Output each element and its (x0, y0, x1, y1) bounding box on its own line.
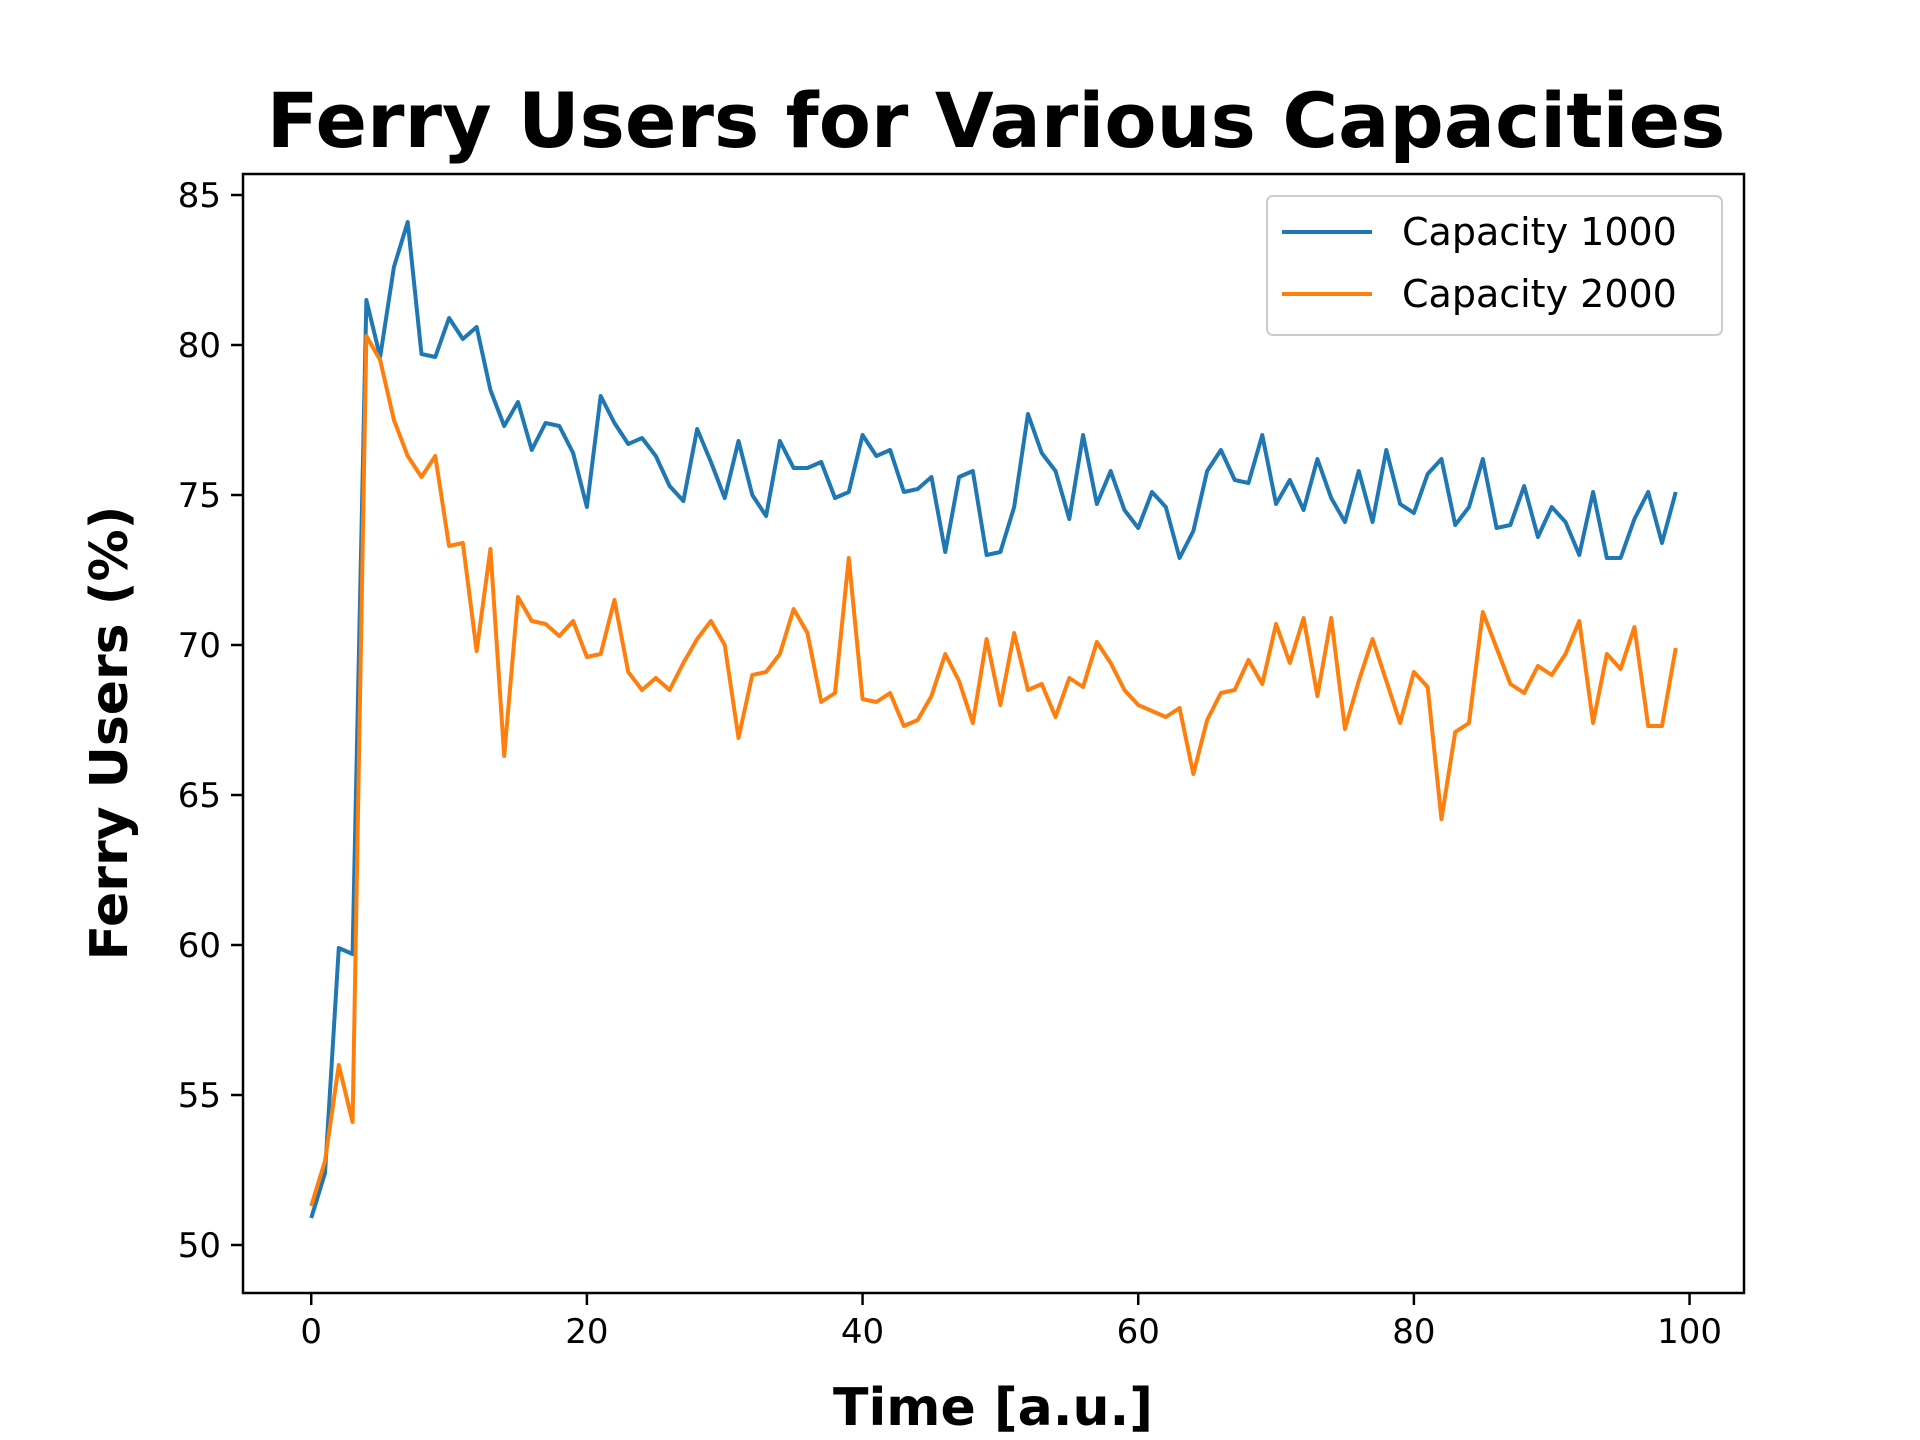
y-tick-label: 85 (178, 176, 221, 216)
y-tick-label: 70 (178, 626, 221, 666)
chart-title: Ferry Users for Various Capacities (267, 76, 1726, 165)
x-axis-ticks: 0 20 40 60 80 100 (300, 1293, 1722, 1352)
plot-frame (241, 172, 1746, 1295)
legend: Capacity 1000 Capacity 2000 (1266, 195, 1723, 336)
series-line-capacity-2000 (309, 334, 1678, 1207)
x-tick-label: 100 (1657, 1312, 1722, 1352)
x-tick-label: 40 (841, 1312, 884, 1352)
y-axis-ticks: 50 55 60 65 70 75 80 85 (178, 176, 243, 1266)
legend-box (1266, 195, 1723, 336)
y-tick-label: 65 (178, 776, 221, 816)
y-tick-label: 55 (178, 1076, 221, 1116)
x-tick-label: 0 (300, 1312, 322, 1352)
series-line-capacity-1000 (309, 220, 1678, 1219)
y-tick-label: 80 (178, 326, 221, 366)
y-axis-label: Ferry Users (%) (80, 506, 140, 961)
legend-label-capacity-2000: Capacity 2000 (1402, 272, 1677, 316)
plot-area: 0 20 40 60 80 100 50 55 60 65 70 75 80 85 (178, 172, 1746, 1352)
legend-label-capacity-1000: Capacity 1000 (1402, 210, 1677, 254)
y-tick-label: 75 (178, 476, 221, 516)
x-tick-label: 80 (1392, 1312, 1435, 1352)
series-layer (309, 220, 1678, 1219)
y-tick-label: 50 (178, 1226, 221, 1266)
y-tick-label: 60 (178, 926, 221, 966)
x-axis-label: Time [a.u.] (833, 1378, 1153, 1438)
x-tick-label: 20 (565, 1312, 608, 1352)
x-tick-label: 60 (1117, 1312, 1160, 1352)
